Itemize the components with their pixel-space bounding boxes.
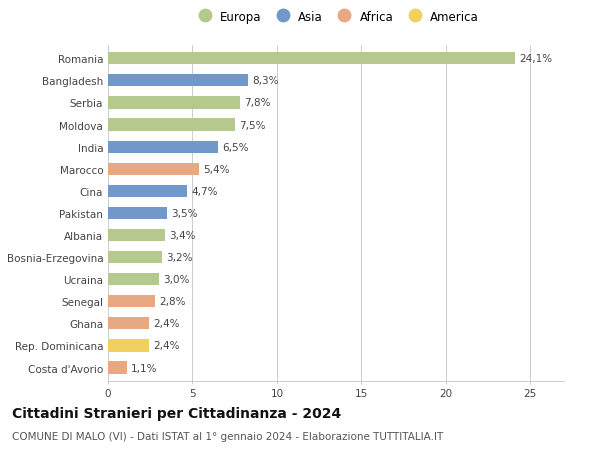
Bar: [108, 252, 162, 263]
Text: 4,7%: 4,7%: [191, 186, 218, 196]
Bar: [108, 119, 235, 131]
Text: COMUNE DI MALO (VI) - Dati ISTAT al 1° gennaio 2024 - Elaborazione TUTTITALIA.IT: COMUNE DI MALO (VI) - Dati ISTAT al 1° g…: [12, 431, 443, 442]
Text: 3,4%: 3,4%: [170, 230, 196, 241]
Bar: [108, 53, 515, 65]
Bar: [108, 318, 149, 330]
Text: 7,8%: 7,8%: [244, 98, 271, 108]
Bar: [108, 163, 199, 175]
Text: 5,4%: 5,4%: [203, 164, 230, 174]
Text: 3,5%: 3,5%: [172, 208, 198, 218]
Text: Cittadini Stranieri per Cittadinanza - 2024: Cittadini Stranieri per Cittadinanza - 2…: [12, 406, 341, 420]
Text: 3,2%: 3,2%: [166, 252, 193, 263]
Bar: [108, 207, 167, 219]
Text: 24,1%: 24,1%: [519, 54, 553, 64]
Text: 7,5%: 7,5%: [239, 120, 265, 130]
Text: 3,0%: 3,0%: [163, 274, 189, 285]
Text: 6,5%: 6,5%: [222, 142, 248, 152]
Bar: [108, 274, 158, 285]
Legend: Europa, Asia, Africa, America: Europa, Asia, Africa, America: [191, 8, 481, 26]
Bar: [108, 75, 248, 87]
Bar: [108, 296, 155, 308]
Text: 2,4%: 2,4%: [153, 319, 179, 329]
Bar: [108, 97, 240, 109]
Bar: [108, 230, 166, 241]
Text: 1,1%: 1,1%: [131, 363, 157, 373]
Bar: [108, 340, 149, 352]
Bar: [108, 185, 187, 197]
Bar: [108, 141, 218, 153]
Text: 8,3%: 8,3%: [253, 76, 279, 86]
Bar: [108, 362, 127, 374]
Text: 2,4%: 2,4%: [153, 341, 179, 351]
Text: 2,8%: 2,8%: [160, 297, 186, 307]
